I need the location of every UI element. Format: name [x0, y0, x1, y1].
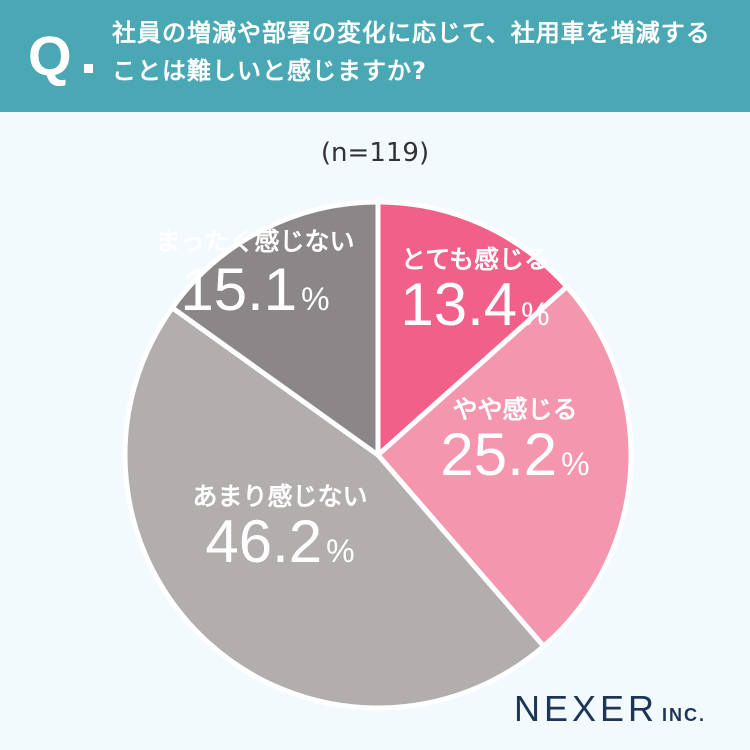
slice-value-2: 25.2% — [440, 421, 589, 488]
question-header: Q 社員の増減や部署の変化に応じて、社用車を増減することは難しいと感じますか? — [0, 0, 750, 112]
pie-slice-3 — [122, 305, 547, 711]
pie-slice-2 — [375, 284, 634, 649]
slice-value-4: 15.1% — [180, 256, 329, 323]
slice-label-4: まったく感じない — [155, 227, 354, 256]
brand-suffix: INC. — [662, 705, 707, 725]
slice-label-2: やや感じる — [452, 395, 577, 424]
question-text: 社員の増減や部署の変化に応じて、社用車を増減することは難しいと感じますか? — [112, 19, 711, 85]
pie-slice-1 — [375, 199, 570, 458]
slice-value-1: 13.4% — [400, 271, 549, 338]
sample-size: (n=119) — [320, 138, 430, 168]
slice-label-1: とても感じる — [401, 245, 549, 274]
q-dot — [84, 64, 93, 73]
slice-value-3: 46.2% — [205, 508, 354, 575]
brand-logo: NEXER INC. — [514, 688, 706, 730]
slice-label-3: あまり感じない — [192, 482, 367, 511]
brand-name: NEXER — [514, 688, 659, 729]
q-mark: Q — [28, 24, 72, 87]
pie-slice-4 — [169, 199, 381, 458]
